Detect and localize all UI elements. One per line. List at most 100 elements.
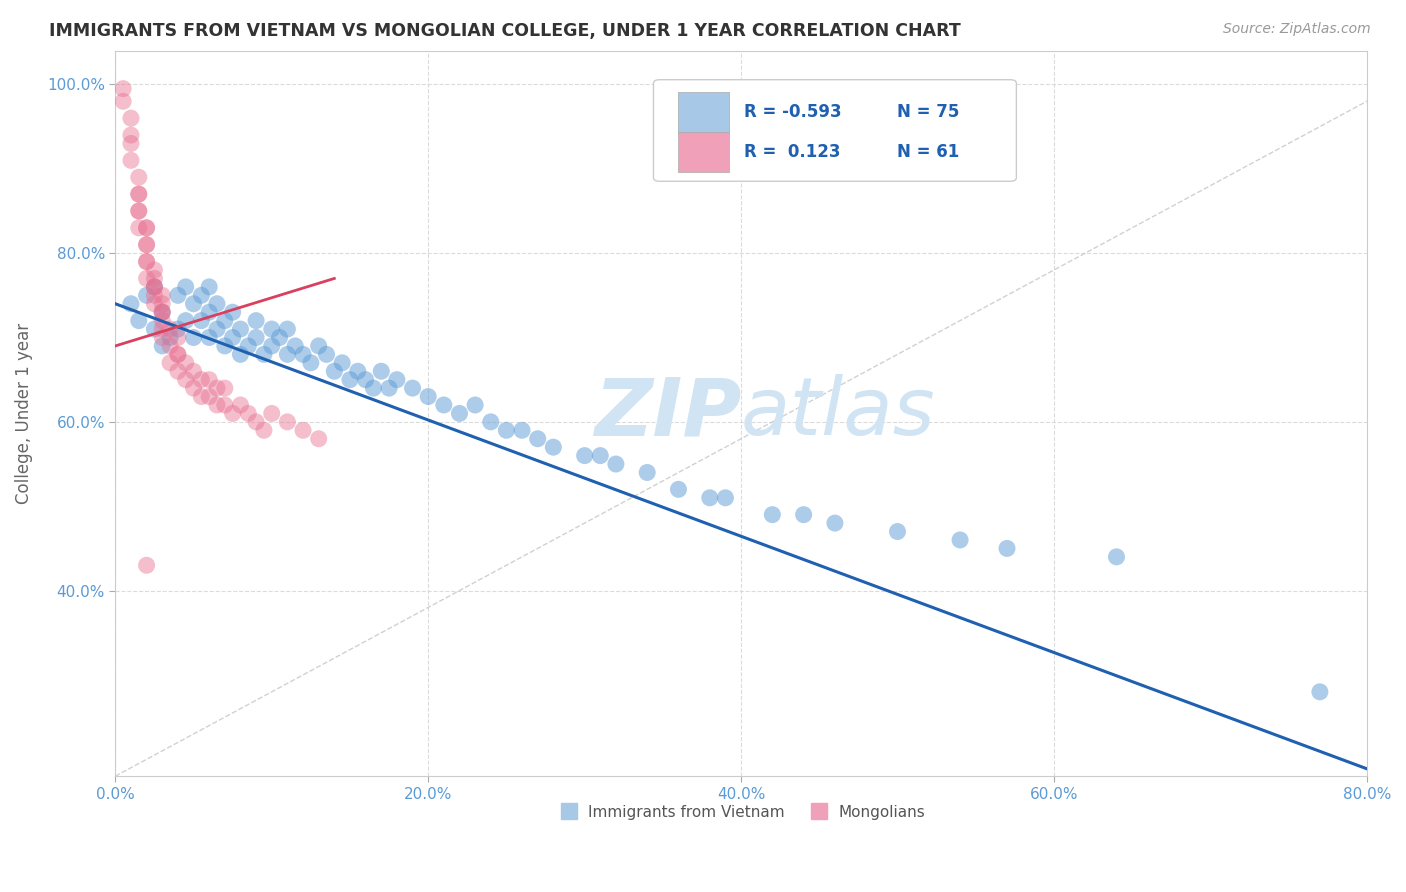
Point bbox=[167, 347, 190, 361]
Point bbox=[418, 390, 440, 404]
Point bbox=[128, 220, 150, 235]
Point bbox=[668, 483, 690, 497]
Point bbox=[135, 271, 157, 285]
Point bbox=[190, 373, 212, 387]
Text: N = 75: N = 75 bbox=[897, 103, 960, 121]
Point bbox=[793, 508, 815, 522]
Point bbox=[120, 153, 142, 168]
Point bbox=[198, 373, 221, 387]
Point bbox=[346, 364, 368, 378]
Point bbox=[143, 288, 166, 302]
Point bbox=[245, 415, 267, 429]
Point bbox=[339, 373, 361, 387]
Point bbox=[260, 406, 283, 420]
Point bbox=[323, 364, 346, 378]
Point bbox=[205, 381, 228, 395]
Point bbox=[120, 297, 142, 311]
Point bbox=[159, 356, 181, 370]
Point bbox=[128, 204, 150, 219]
Point bbox=[128, 187, 150, 202]
Point bbox=[159, 330, 181, 344]
Point bbox=[183, 364, 205, 378]
Point bbox=[143, 263, 166, 277]
Point bbox=[292, 347, 315, 361]
Point bbox=[636, 466, 658, 480]
Point bbox=[135, 254, 157, 268]
Point bbox=[269, 330, 291, 344]
Text: R = -0.593: R = -0.593 bbox=[744, 103, 841, 121]
Point bbox=[292, 423, 315, 437]
Point bbox=[143, 280, 166, 294]
Point bbox=[167, 364, 190, 378]
Point bbox=[143, 280, 166, 294]
Point bbox=[135, 254, 157, 268]
Point bbox=[183, 381, 205, 395]
Point bbox=[276, 415, 298, 429]
Point bbox=[167, 322, 190, 336]
Point bbox=[589, 449, 612, 463]
Point bbox=[260, 339, 283, 353]
Point bbox=[198, 305, 221, 319]
Point bbox=[150, 288, 173, 302]
Point bbox=[401, 381, 423, 395]
Point bbox=[190, 288, 212, 302]
Text: N = 61: N = 61 bbox=[897, 144, 960, 161]
Point bbox=[167, 288, 190, 302]
Point bbox=[949, 533, 972, 547]
Point bbox=[1309, 685, 1331, 699]
Point bbox=[886, 524, 908, 539]
Point bbox=[198, 390, 221, 404]
Point bbox=[174, 313, 197, 327]
Point bbox=[183, 330, 205, 344]
Point bbox=[495, 423, 517, 437]
Point bbox=[150, 305, 173, 319]
Point bbox=[221, 305, 243, 319]
Point bbox=[479, 415, 502, 429]
Point bbox=[120, 136, 142, 151]
Point bbox=[464, 398, 486, 412]
Point bbox=[276, 347, 298, 361]
Point bbox=[143, 271, 166, 285]
Point bbox=[378, 381, 401, 395]
Point bbox=[995, 541, 1018, 556]
Point bbox=[526, 432, 548, 446]
Point bbox=[260, 322, 283, 336]
Point bbox=[253, 423, 276, 437]
Y-axis label: College, Under 1 year: College, Under 1 year bbox=[15, 323, 32, 504]
Point bbox=[238, 406, 260, 420]
Point bbox=[112, 95, 135, 109]
Point bbox=[214, 398, 236, 412]
Point bbox=[284, 339, 307, 353]
Point bbox=[330, 356, 353, 370]
Text: R =  0.123: R = 0.123 bbox=[744, 144, 839, 161]
Point bbox=[135, 220, 157, 235]
Point bbox=[221, 406, 243, 420]
Point bbox=[112, 81, 135, 95]
Point bbox=[253, 347, 276, 361]
Point bbox=[143, 297, 166, 311]
Point bbox=[385, 373, 408, 387]
Point bbox=[574, 449, 596, 463]
Point bbox=[221, 330, 243, 344]
Point bbox=[229, 347, 252, 361]
Point bbox=[183, 297, 205, 311]
FancyBboxPatch shape bbox=[654, 79, 1017, 181]
Point bbox=[245, 313, 267, 327]
Point bbox=[174, 280, 197, 294]
Point bbox=[128, 187, 150, 202]
Point bbox=[363, 381, 385, 395]
Point bbox=[699, 491, 721, 505]
Point bbox=[150, 313, 173, 327]
Point bbox=[761, 508, 783, 522]
Point bbox=[150, 322, 173, 336]
Point bbox=[135, 220, 157, 235]
Point bbox=[229, 398, 252, 412]
Text: atlas: atlas bbox=[741, 375, 936, 452]
Point bbox=[128, 204, 150, 219]
Point bbox=[135, 237, 157, 252]
Point bbox=[150, 305, 173, 319]
Point bbox=[128, 170, 150, 185]
Point bbox=[714, 491, 737, 505]
Point bbox=[510, 423, 533, 437]
Point bbox=[159, 339, 181, 353]
